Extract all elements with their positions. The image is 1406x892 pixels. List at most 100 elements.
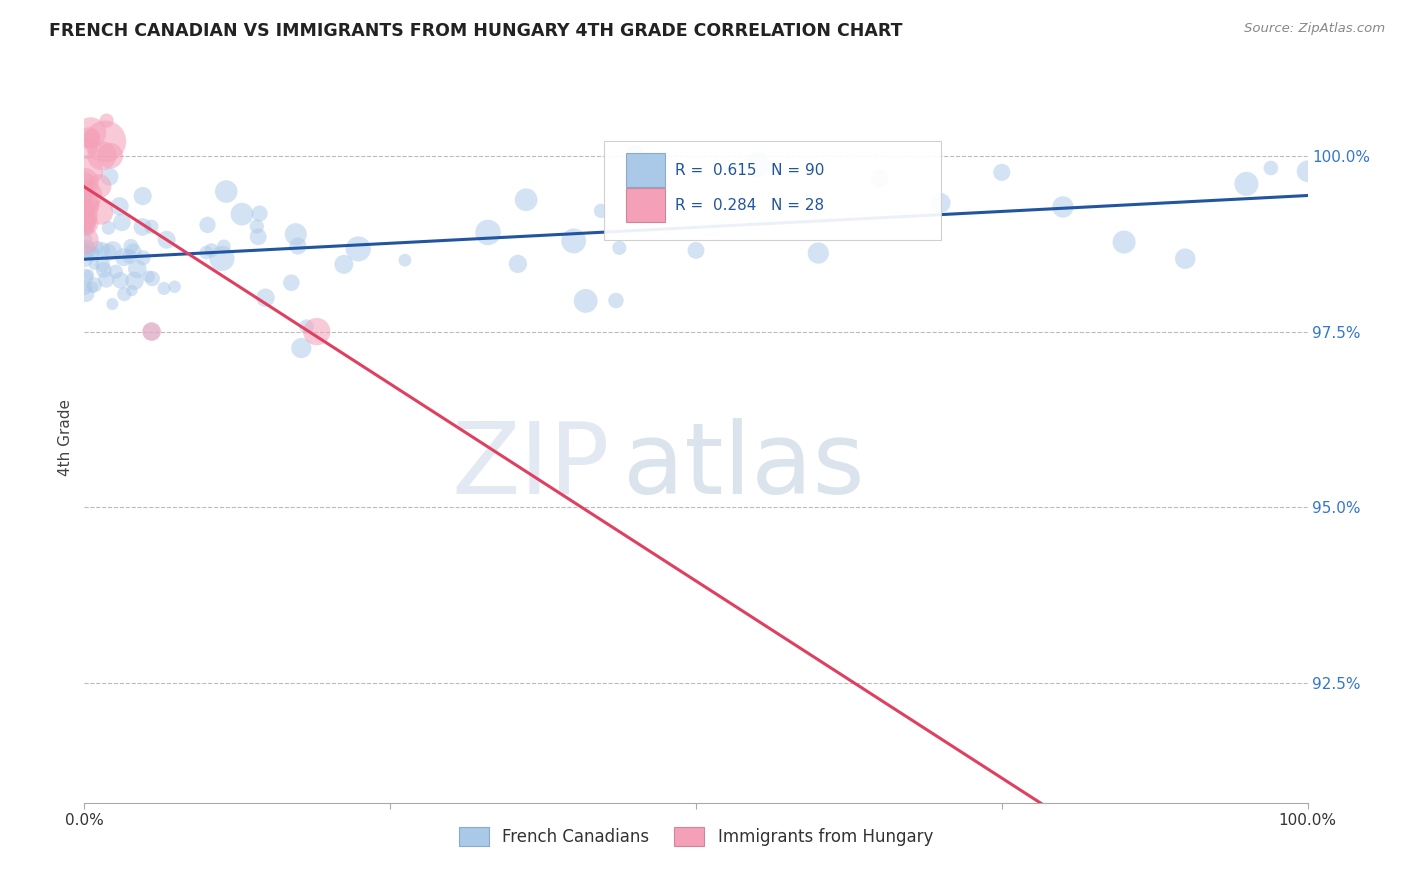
Text: FRENCH CANADIAN VS IMMIGRANTS FROM HUNGARY 4TH GRADE CORRELATION CHART: FRENCH CANADIAN VS IMMIGRANTS FROM HUNGA… xyxy=(49,22,903,40)
Text: Source: ZipAtlas.com: Source: ZipAtlas.com xyxy=(1244,22,1385,36)
Point xyxy=(141,325,163,339)
Point xyxy=(76,214,98,228)
Point xyxy=(79,198,101,212)
Point xyxy=(110,273,132,287)
FancyBboxPatch shape xyxy=(626,153,665,187)
Point xyxy=(215,185,238,199)
Point xyxy=(76,187,98,202)
Point xyxy=(197,218,219,232)
Point xyxy=(96,113,118,128)
Point xyxy=(156,233,179,247)
Point xyxy=(77,218,100,232)
Point xyxy=(120,239,142,253)
Point xyxy=(685,244,707,258)
Point xyxy=(575,293,598,308)
Point xyxy=(97,245,120,260)
Point xyxy=(73,208,96,222)
Point xyxy=(246,219,269,234)
Point xyxy=(589,203,612,218)
Point xyxy=(82,280,104,294)
Point xyxy=(141,325,163,339)
Point xyxy=(73,190,96,204)
Point xyxy=(73,234,96,248)
Point xyxy=(90,149,112,163)
Point xyxy=(101,244,124,258)
Point xyxy=(73,190,96,204)
Point xyxy=(131,189,153,203)
Point xyxy=(609,241,631,255)
Point xyxy=(73,176,96,190)
Point xyxy=(91,258,114,272)
Point xyxy=(98,149,121,163)
Point xyxy=(75,219,97,233)
Point xyxy=(112,250,135,264)
Point xyxy=(1174,252,1197,266)
Point xyxy=(73,252,96,266)
Point xyxy=(76,217,98,231)
Point xyxy=(624,146,647,161)
Point xyxy=(75,245,97,260)
Point xyxy=(111,215,134,229)
Point xyxy=(1260,161,1282,175)
Point xyxy=(124,274,146,288)
FancyBboxPatch shape xyxy=(626,188,665,222)
Point xyxy=(76,243,98,257)
Point xyxy=(141,271,163,285)
Point xyxy=(80,126,103,140)
Point xyxy=(605,293,627,308)
Point xyxy=(394,253,416,268)
Point xyxy=(82,245,104,260)
Point xyxy=(91,243,114,257)
Point xyxy=(97,220,120,235)
Point xyxy=(284,227,307,242)
Text: R =  0.615   N = 90: R = 0.615 N = 90 xyxy=(675,162,824,178)
Point xyxy=(73,270,96,285)
Point xyxy=(247,229,270,244)
Point xyxy=(77,131,100,145)
Point xyxy=(76,216,98,230)
Point xyxy=(280,276,302,290)
Point xyxy=(290,341,312,355)
Point xyxy=(347,242,370,256)
Point xyxy=(991,165,1014,179)
Point xyxy=(104,264,127,278)
Point xyxy=(94,134,117,148)
Point xyxy=(121,284,143,298)
Point xyxy=(747,158,769,172)
Point xyxy=(869,171,891,186)
Point xyxy=(76,223,98,237)
Point xyxy=(138,269,160,284)
Point xyxy=(231,207,253,221)
Point xyxy=(83,246,105,260)
Point xyxy=(1296,164,1319,178)
Point xyxy=(249,206,271,220)
Text: atlas: atlas xyxy=(623,417,865,515)
Point xyxy=(73,233,96,247)
Point xyxy=(195,245,218,260)
Point xyxy=(807,246,830,260)
Point xyxy=(287,239,309,253)
Point xyxy=(131,219,153,234)
Point xyxy=(200,243,222,257)
Point xyxy=(212,239,235,253)
Point xyxy=(75,212,97,227)
Point xyxy=(477,226,499,240)
Point xyxy=(506,257,529,271)
Point xyxy=(108,199,131,213)
Point xyxy=(76,142,98,156)
Point xyxy=(211,252,233,266)
Point xyxy=(77,268,100,282)
FancyBboxPatch shape xyxy=(605,141,941,240)
Point xyxy=(1236,177,1258,191)
Point xyxy=(515,193,537,207)
Point xyxy=(122,244,145,259)
Point xyxy=(93,263,115,277)
Point xyxy=(96,272,118,286)
Point xyxy=(929,196,952,211)
Text: R =  0.284   N = 28: R = 0.284 N = 28 xyxy=(675,198,824,212)
Point xyxy=(254,291,277,305)
Point xyxy=(153,281,176,295)
Point xyxy=(83,258,105,272)
Text: ZIP: ZIP xyxy=(451,417,610,515)
Point xyxy=(98,169,121,184)
